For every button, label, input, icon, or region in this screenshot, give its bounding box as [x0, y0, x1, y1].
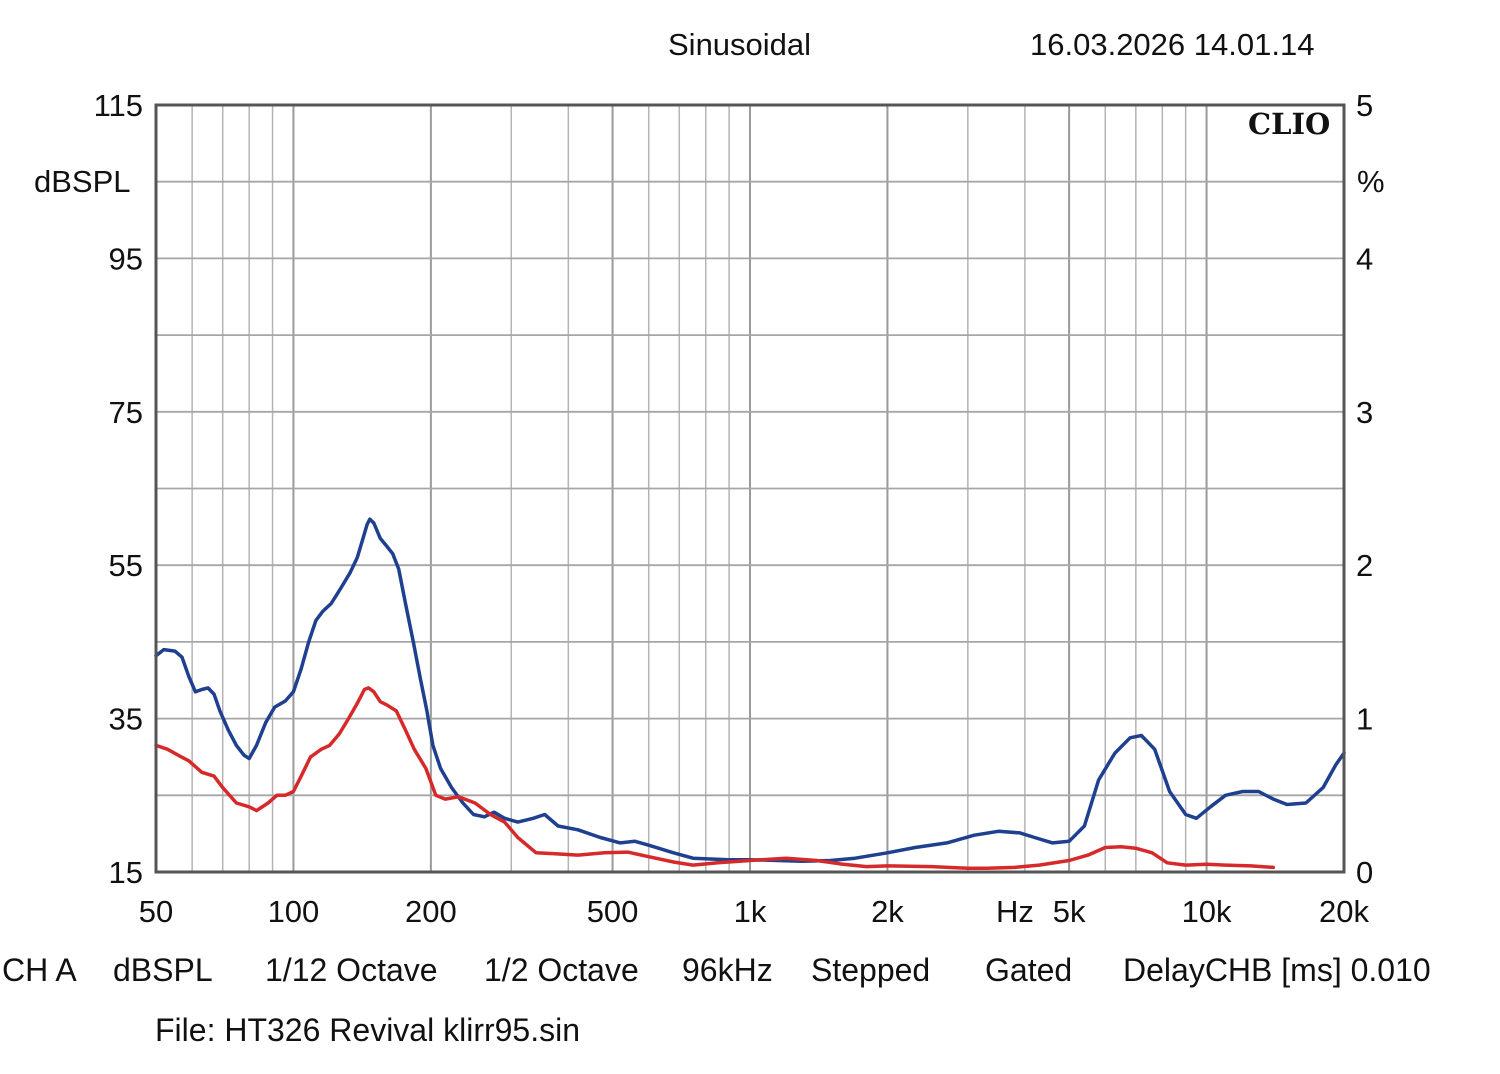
clio-brand-logo: CLIO [1248, 107, 1330, 141]
y-tick-label: 115 [94, 88, 143, 123]
major-gridlines [156, 105, 1344, 872]
series-lines [154, 517, 1346, 870]
footer-resolution: 1/2 Octave [484, 952, 639, 988]
measurement-datetime: 16.03.2026 14.01.14 [1030, 27, 1315, 62]
plot-frame [154, 103, 1346, 874]
footer-file: File: HT326 Revival klirr95.sin [155, 1012, 581, 1048]
series-line-1 [154, 517, 1346, 864]
footer-smoothing: 1/12 Octave [265, 952, 438, 988]
x-tick-label: 20k [1319, 894, 1369, 929]
tick-labels: 50 100 200 500 1k 2k 5k 10k 20k 115 95 75 55 35 15 5 4 3 2… [94, 88, 1374, 929]
x-tick-label: 5k [1053, 894, 1086, 929]
y2-tick-label: 5 [1356, 88, 1373, 123]
footer-sweep: Stepped [811, 952, 931, 988]
y-tick-label: 95 [109, 241, 143, 276]
footer-sample-rate: 96kHz [682, 952, 773, 988]
footer-unit: dBSPL [113, 952, 213, 988]
x-tick-label: 200 [405, 894, 457, 929]
chart-title: Sinusoidal [668, 27, 812, 62]
y2-axis-label: % [1357, 164, 1385, 199]
y-tick-label: 35 [109, 702, 143, 737]
x-axis-label: Hz [996, 894, 1034, 929]
x-tick-label: 1k [734, 894, 767, 929]
y-axis-label: dBSPL [34, 164, 131, 199]
y-tick-label: 55 [109, 548, 143, 583]
y2-tick-label: 4 [1356, 241, 1373, 276]
y2-tick-label: 0 [1356, 855, 1373, 890]
x-tick-label: 50 [139, 894, 173, 929]
x-tick-label: 10k [1182, 894, 1232, 929]
x-tick-label: 500 [587, 894, 639, 929]
footer-channel: CH A [2, 952, 77, 988]
y2-tick-label: 2 [1356, 548, 1373, 583]
x-tick-label: 2k [871, 894, 904, 929]
y2-tick-label: 3 [1356, 395, 1373, 430]
y2-tick-label: 1 [1356, 702, 1373, 737]
y-tick-label: 75 [109, 395, 143, 430]
footer-delay: DelayCHB [ms] 0.010 [1123, 952, 1431, 988]
footer-window: Gated [985, 952, 1073, 988]
y-tick-label: 15 [109, 855, 143, 890]
series-line-2 [154, 686, 1276, 870]
x-tick-label: 100 [268, 894, 320, 929]
